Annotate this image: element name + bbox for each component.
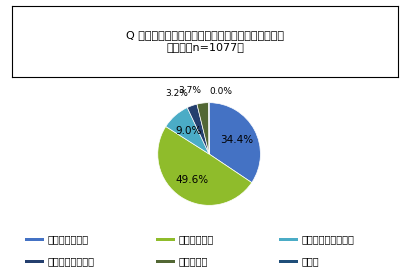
Text: ほとんど思わない: ほとんど思わない: [47, 256, 94, 266]
Text: 3.2%: 3.2%: [164, 89, 187, 98]
Text: 49.6%: 49.6%: [175, 175, 208, 185]
Text: 9.0%: 9.0%: [175, 126, 201, 136]
Text: Q 子育て環境に関して地域間の格差があると思いま
すか？（n=1077）: Q 子育て環境に関して地域間の格差があると思いま すか？（n=1077）: [126, 31, 283, 52]
Text: とてもそう思う: とてもそう思う: [47, 234, 88, 244]
Text: 分からない: 分からない: [178, 256, 208, 266]
Text: まあそう思う: まあそう思う: [178, 234, 213, 244]
FancyBboxPatch shape: [155, 238, 175, 241]
Wedge shape: [157, 126, 251, 205]
FancyBboxPatch shape: [278, 238, 298, 241]
FancyBboxPatch shape: [25, 238, 44, 241]
Text: 0.0%: 0.0%: [209, 87, 231, 96]
Wedge shape: [165, 108, 209, 154]
Wedge shape: [187, 104, 209, 154]
Text: その他: その他: [301, 256, 319, 266]
Text: 3.7%: 3.7%: [178, 86, 201, 95]
Wedge shape: [209, 103, 260, 183]
Text: 34.4%: 34.4%: [219, 134, 252, 144]
Text: あまりそう思わない: あまりそう思わない: [301, 234, 354, 244]
FancyBboxPatch shape: [155, 260, 175, 263]
FancyBboxPatch shape: [278, 260, 298, 263]
FancyBboxPatch shape: [25, 260, 44, 263]
Wedge shape: [196, 103, 209, 154]
